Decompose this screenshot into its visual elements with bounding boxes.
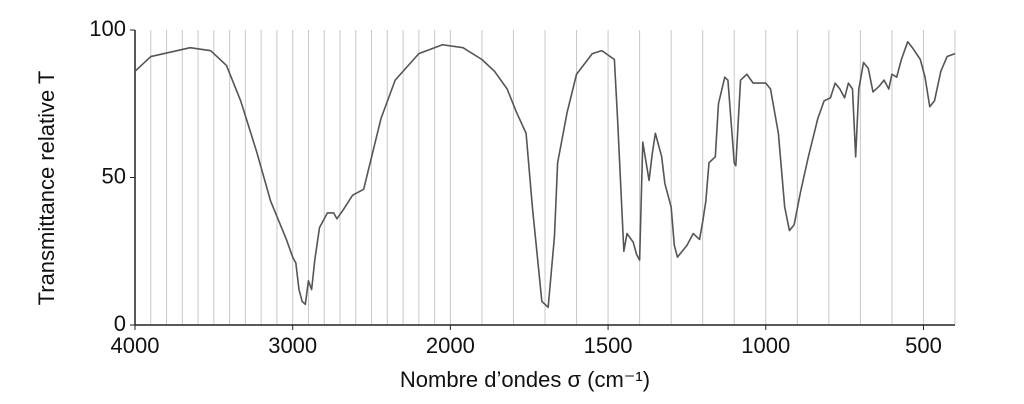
x-tick-label: 3000 [268, 333, 317, 358]
x-tick-label: 2000 [426, 333, 475, 358]
x-tick-label: 1500 [584, 333, 633, 358]
x-tick-label: 4000 [111, 333, 160, 358]
y-tick-label: 50 [102, 163, 126, 188]
y-tick-label: 0 [114, 311, 126, 336]
y-tick-label: 100 [89, 16, 126, 41]
x-tick-label: 500 [905, 333, 942, 358]
y-axis-label: Transmittance relative T [34, 71, 59, 306]
x-tick-label: 1000 [741, 333, 790, 358]
x-axis-label: Nombre d’ondes σ (cm⁻¹) [400, 367, 650, 392]
spectrum-line [134, 41, 956, 309]
